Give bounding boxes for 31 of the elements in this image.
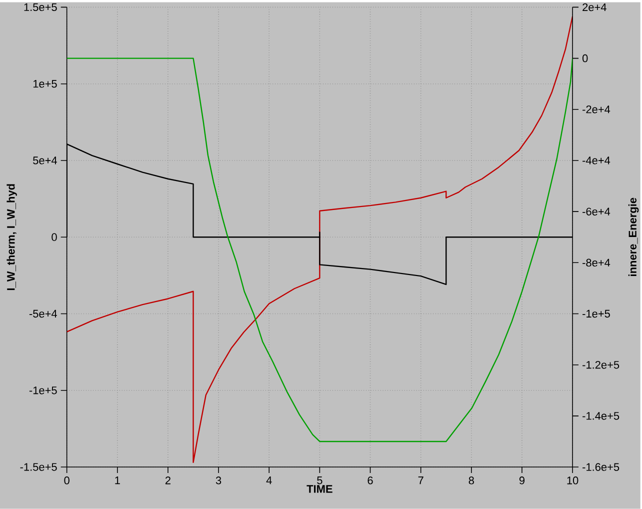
- x-tick-label: 7: [418, 476, 424, 484]
- y-tick-label: -1e+5: [29, 386, 57, 394]
- y2-tick-label: -4e+4: [582, 156, 610, 164]
- y-tick-label: 0: [52, 233, 57, 242]
- x-tick-label: 4: [266, 476, 272, 484]
- x-tick-label: 1: [115, 476, 120, 484]
- y2-tick-label: 2e+4: [582, 3, 606, 12]
- y2-tick-label: -6e+4: [582, 208, 610, 216]
- y2-tick-label: -8e+4: [582, 258, 610, 267]
- y2-tick-label: -2e+4: [582, 106, 610, 114]
- x-tick-label: 9: [519, 476, 524, 484]
- y-tick-label: -5e+4: [29, 310, 57, 318]
- x-tick-label: 2: [165, 476, 170, 484]
- x-tick-label: 5: [317, 476, 322, 484]
- y2-tick-label: 0: [582, 54, 588, 62]
- y2-tick-label: -1.6e+5: [582, 463, 620, 471]
- y-tick-label: 5e+4: [33, 156, 57, 164]
- x-tick-label: 3: [216, 476, 222, 484]
- y-tick-label: 1e+5: [33, 80, 57, 88]
- x-axis-title: TIME: [306, 485, 332, 493]
- y2-tick-label: -1.2e+5: [582, 361, 620, 369]
- x-tick-label: 8: [468, 476, 474, 484]
- y2-axis-title: innere_Energie: [628, 198, 639, 276]
- x-tick-label: 6: [368, 476, 373, 484]
- x-tick-label: 0: [64, 476, 70, 484]
- y2-tick-label: -1e+5: [582, 310, 610, 318]
- y-axis-title: I_W_therm, I_W_hyd: [6, 184, 17, 290]
- y2-tick-label: -1.4e+5: [582, 412, 620, 420]
- y-tick-label: 1.5e+5: [24, 3, 57, 12]
- y-tick-label: -1.5e+5: [20, 463, 57, 471]
- x-tick-label: 10: [567, 476, 578, 484]
